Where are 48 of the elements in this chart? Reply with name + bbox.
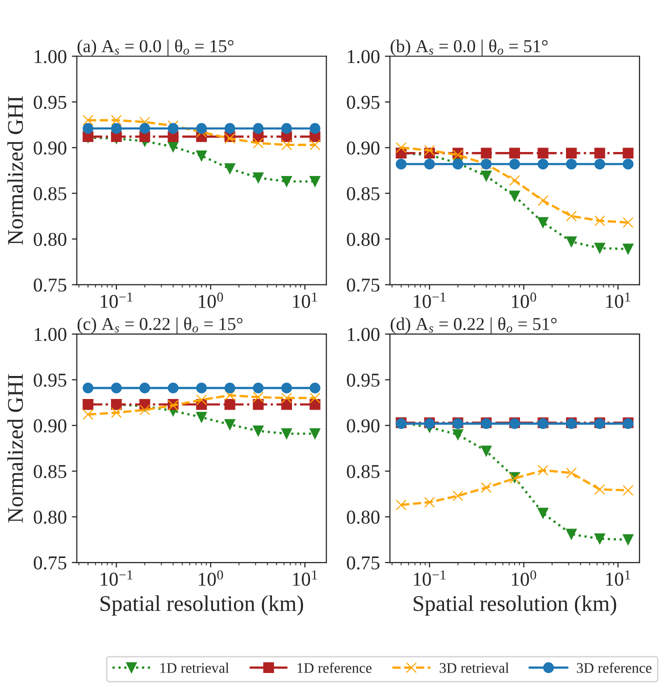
legend-label: 3D reference — [576, 662, 652, 673]
chart-title: (a) A$_{s}$ = 0.0 | θ$_{o}$ = 15° — [78, 39, 234, 56]
x-tick-label: 10$^{0}$ — [198, 570, 224, 586]
x-tick-label: 10$^{1}$ — [293, 570, 317, 586]
x-tick-label: 10$^{−1}$ — [414, 570, 446, 586]
y-tick-label: 1.00 — [348, 328, 380, 342]
y-tick-label: 0.85 — [34, 464, 66, 478]
x-tick-label: 10$^{0}$ — [512, 292, 536, 308]
y-axis-title: Normalized GHI — [7, 96, 23, 245]
x-tick-label: 10$^{0}$ — [512, 570, 536, 586]
legend-label: 1D reference — [298, 662, 372, 673]
x-axis-title: Spatial resolution (km) — [414, 595, 616, 616]
x-tick-label: 10$^{1}$ — [606, 292, 630, 308]
y-axis-title: Normalized GHI — [7, 374, 23, 523]
legend-label: 1D retrieval — [160, 662, 229, 673]
legend-label: 3D retrieval — [440, 662, 509, 673]
chart-title: (c) A$_{s}$ = 0.22 | θ$_{o}$ = 15° — [78, 317, 242, 334]
y-tick-label: 0.75 — [346, 278, 380, 292]
y-tick-label: 1.00 — [34, 328, 66, 342]
chart-title: (d) A$_{s}$ = 0.22 | θ$_{o}$ = 51° — [390, 317, 557, 334]
y-tick-label: 0.85 — [346, 464, 380, 478]
y-tick-label: 0.95 — [346, 96, 380, 109]
y-tick-label: 1.00 — [348, 50, 380, 64]
y-tick-label: 0.90 — [346, 141, 380, 155]
y-tick-label: 0.75 — [34, 278, 66, 292]
x-tick-label: 10$^{−1}$ — [100, 292, 132, 308]
y-tick-label: 0.75 — [34, 556, 66, 570]
y-tick-label: 0.75 — [346, 556, 380, 570]
x-tick-label: 10$^{1}$ — [606, 570, 630, 586]
x-tick-label: 10$^{−1}$ — [414, 292, 446, 308]
x-tick-label: 10$^{−1}$ — [100, 570, 132, 586]
x-tick-label: 10$^{0}$ — [198, 292, 224, 308]
y-tick-label: 0.95 — [34, 374, 66, 387]
y-tick-label: 0.95 — [34, 96, 66, 109]
y-tick-label: 0.80 — [34, 232, 66, 246]
y-tick-label: 1.00 — [34, 50, 66, 64]
y-tick-label: 0.80 — [346, 232, 380, 246]
y-tick-label: 0.80 — [346, 510, 380, 524]
y-tick-label: 0.95 — [346, 374, 380, 387]
y-tick-label: 0.90 — [34, 419, 66, 432]
y-tick-label: 0.90 — [346, 419, 380, 432]
y-tick-label: 0.90 — [34, 141, 66, 155]
y-tick-label: 0.85 — [346, 187, 380, 200]
x-tick-label: 10$^{1}$ — [293, 292, 317, 308]
y-tick-label: 0.80 — [34, 510, 66, 524]
chart-title: (b) A$_{s}$ = 0.0 | θ$_{o}$ = 51° — [390, 39, 548, 56]
y-tick-label: 0.85 — [34, 187, 66, 200]
x-axis-title: Spatial resolution (km) — [100, 595, 304, 616]
